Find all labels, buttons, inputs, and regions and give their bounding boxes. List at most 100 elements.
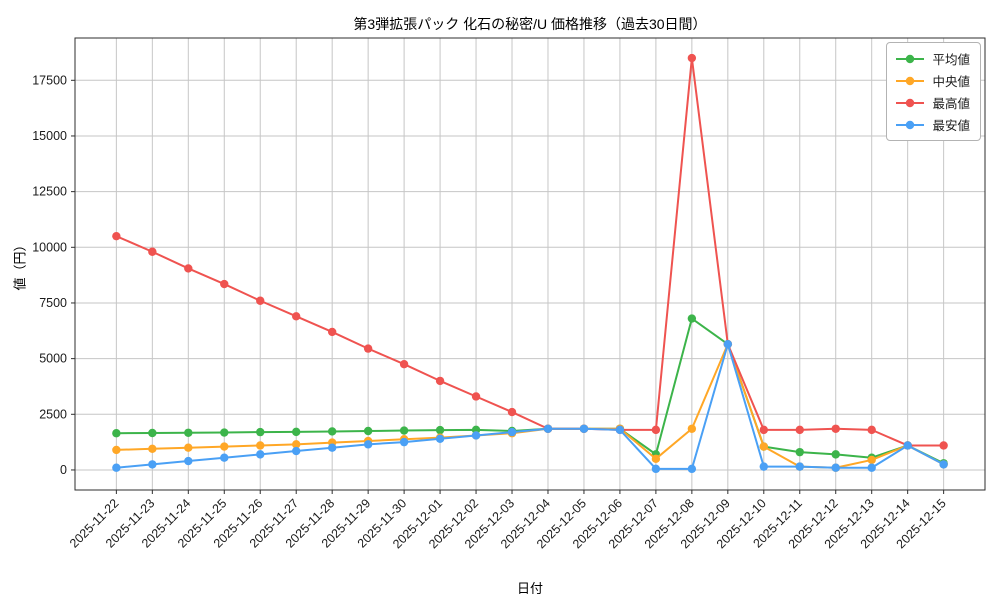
- svg-text:17500: 17500: [32, 73, 67, 87]
- data-point: [292, 440, 301, 449]
- legend-item: 中央値: [895, 71, 970, 90]
- data-point: [148, 428, 157, 438]
- data-point: [363, 440, 373, 449]
- data-point: [471, 392, 481, 401]
- data-point: [651, 464, 661, 474]
- chart-title: 第3弾拡張パック 化石の秘密/U 価格推移（過去30日間）: [353, 16, 707, 32]
- data-point: [939, 460, 948, 469]
- data-point: [867, 455, 876, 465]
- data-point: [327, 443, 337, 452]
- data-point: [939, 441, 948, 450]
- data-point: [292, 312, 301, 321]
- svg-text:10000: 10000: [32, 240, 67, 254]
- data-point: [112, 429, 121, 438]
- data-point: [112, 463, 121, 472]
- data-point: [220, 453, 229, 462]
- data-point: [615, 425, 625, 435]
- series-2: [112, 53, 948, 450]
- data-point: [148, 444, 157, 454]
- data-point: [327, 427, 337, 436]
- series-line: [115, 343, 945, 469]
- legend-item: 最安値: [895, 115, 970, 134]
- data-point: [184, 443, 193, 452]
- data-point: [867, 425, 876, 435]
- data-point: [399, 359, 409, 369]
- data-point: [903, 441, 912, 450]
- series-1: [112, 339, 948, 472]
- data-point: [795, 425, 804, 435]
- data-point: [687, 53, 697, 63]
- data-point: [148, 460, 157, 469]
- grid-lines: [75, 38, 985, 490]
- y-tick-labels: 0 2500 5000 7500 10000 12500 15000 17500: [32, 73, 67, 477]
- x-axis-label: 日付: [516, 581, 543, 596]
- data-point: [256, 296, 265, 305]
- data-point: [687, 314, 697, 323]
- data-point: [831, 424, 840, 433]
- data-point: [363, 426, 373, 436]
- data-point: [292, 427, 301, 437]
- data-point: [507, 407, 517, 417]
- data-point: [723, 339, 733, 349]
- data-point: [435, 376, 445, 386]
- data-point: [220, 279, 229, 289]
- data-point: [112, 445, 121, 455]
- svg-text:15000: 15000: [32, 129, 67, 143]
- legend-label: 中央値: [932, 75, 970, 89]
- data-point: [579, 424, 589, 433]
- svg-text:12500: 12500: [32, 185, 67, 199]
- data-point: [256, 427, 265, 437]
- legend: 平均値中央値最高値最安値: [886, 42, 981, 141]
- data-point: [651, 425, 661, 435]
- data-point: [256, 450, 265, 459]
- legend-marker-icon: [896, 54, 925, 63]
- plot-border: [74, 37, 986, 491]
- data-point: [471, 431, 481, 440]
- data-point: [220, 442, 229, 451]
- data-point: [184, 264, 193, 273]
- series-line: [115, 343, 945, 470]
- data-point: [399, 437, 409, 447]
- data-point: [184, 456, 193, 466]
- data-point: [543, 424, 553, 433]
- series-line: [115, 57, 945, 447]
- series-0: [112, 314, 948, 468]
- data-point: [651, 454, 661, 464]
- data-point: [831, 450, 840, 459]
- legend-label: 最高値: [932, 97, 970, 111]
- data-point: [759, 462, 768, 471]
- data-point: [831, 463, 840, 472]
- data-point: [184, 428, 193, 437]
- data-point: [687, 464, 697, 474]
- data-point: [220, 428, 229, 437]
- legend-label: 平均値: [932, 53, 970, 67]
- legend-item: 最高値: [895, 93, 970, 112]
- data-point: [507, 427, 517, 437]
- data-point: [363, 344, 373, 353]
- series-3: [112, 339, 948, 474]
- svg-text:2500: 2500: [39, 407, 67, 421]
- data-point: [112, 231, 121, 241]
- data-point: [399, 426, 409, 435]
- data-point: [292, 446, 301, 456]
- data-point: [759, 425, 768, 435]
- legend-marker-icon: [896, 76, 925, 85]
- svg-text:7500: 7500: [39, 296, 67, 310]
- svg-text:5000: 5000: [39, 352, 67, 366]
- legend-marker-icon: [896, 98, 925, 107]
- series-line: [115, 317, 945, 465]
- x-tick-labels: 2025-11-222025-11-232025-11-242025-11-25…: [67, 496, 949, 551]
- data-point: [435, 434, 445, 443]
- data-point: [759, 442, 768, 451]
- data-point: [867, 463, 876, 472]
- tick-marks: [71, 79, 945, 494]
- data-point: [687, 424, 697, 433]
- data-point: [795, 447, 804, 457]
- legend-label: 最安値: [932, 119, 970, 133]
- data-point: [148, 247, 157, 256]
- data-point: [327, 327, 337, 337]
- data-point: [435, 425, 445, 435]
- data-point: [256, 441, 265, 450]
